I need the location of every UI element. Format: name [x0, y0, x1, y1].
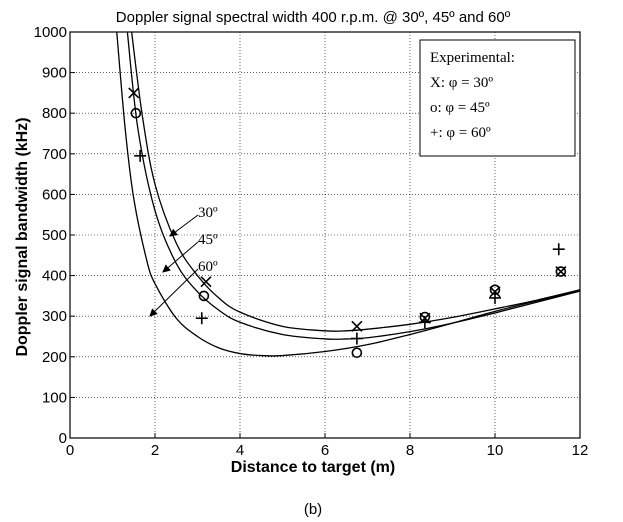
model-curves [116, 32, 580, 357]
marker-o [555, 266, 567, 277]
x-tick-label: 12 [572, 442, 589, 459]
legend: Experimental: X: φ = 30º o: φ = 45º +: φ… [419, 39, 576, 157]
marker-x [351, 320, 363, 332]
y-tick-label: 100 [42, 389, 67, 406]
chart-title: Doppler signal spectral width 400 r.p.m.… [116, 9, 511, 26]
marker-plus [134, 149, 147, 162]
annotation-30: 30º [169, 205, 218, 237]
y-axis: 0 100 200 300 400 500 600 700 800 900 1000 [34, 24, 75, 447]
experimental-markers [128, 87, 567, 359]
legend-entry-30: X: φ = 30º [430, 75, 493, 91]
curve-30 [130, 32, 580, 332]
annotation-60: 60º [149, 259, 218, 317]
curve-annotations: 30º 45º 60º [149, 205, 218, 317]
annotation-45: 45º [162, 232, 218, 273]
legend-entry-45: o: φ = 45º [430, 100, 490, 116]
x-tick-label: 2 [151, 442, 159, 459]
marker-plus [489, 291, 501, 304]
x-axis: 0 2 4 6 8 10 12 [66, 433, 589, 459]
x-tick-label: 10 [487, 442, 504, 459]
y-tick-label: 800 [42, 105, 67, 122]
marker-o [130, 107, 142, 119]
x-tick-label: 6 [321, 442, 329, 459]
grid [70, 32, 580, 438]
y-tick-label: 900 [42, 65, 67, 82]
y-axis-label: Doppler signal bandwidth (kHz) [14, 117, 31, 356]
legend-title: Experimental: [430, 50, 515, 66]
legend-entry-60: +: φ = 60º [430, 125, 491, 141]
curve-60 [116, 32, 580, 357]
marker-o [198, 290, 210, 302]
annotation-label: 60º [198, 259, 218, 275]
annotation-label: 45º [198, 232, 218, 248]
y-tick-label: 700 [42, 146, 67, 163]
marker-x [128, 87, 140, 99]
curve-45 [126, 32, 580, 340]
marker-plus [350, 332, 363, 345]
y-tick-label: 600 [42, 186, 67, 203]
marker-o [351, 347, 363, 359]
x-tick-label: 4 [236, 442, 244, 459]
legend-box [419, 39, 576, 157]
x-axis-label: Distance to target (m) [231, 459, 395, 476]
y-tick-label: 500 [42, 227, 67, 244]
marker-plus [195, 312, 208, 325]
marker-plus [552, 243, 565, 256]
x-tick-label: 0 [66, 442, 74, 459]
y-tick-label: 300 [42, 308, 67, 325]
marker-x [489, 286, 501, 298]
marker-plus [418, 316, 431, 329]
y-tick-label: 200 [42, 349, 67, 366]
figure-caption: (b) [304, 501, 322, 518]
y-tick-label: 0 [59, 430, 67, 447]
x-tick-label: 8 [406, 442, 414, 459]
annotation-label: 30º [198, 205, 218, 221]
marker-x [200, 276, 212, 288]
y-tick-label: 400 [42, 268, 67, 285]
y-tick-label: 1000 [34, 24, 67, 41]
